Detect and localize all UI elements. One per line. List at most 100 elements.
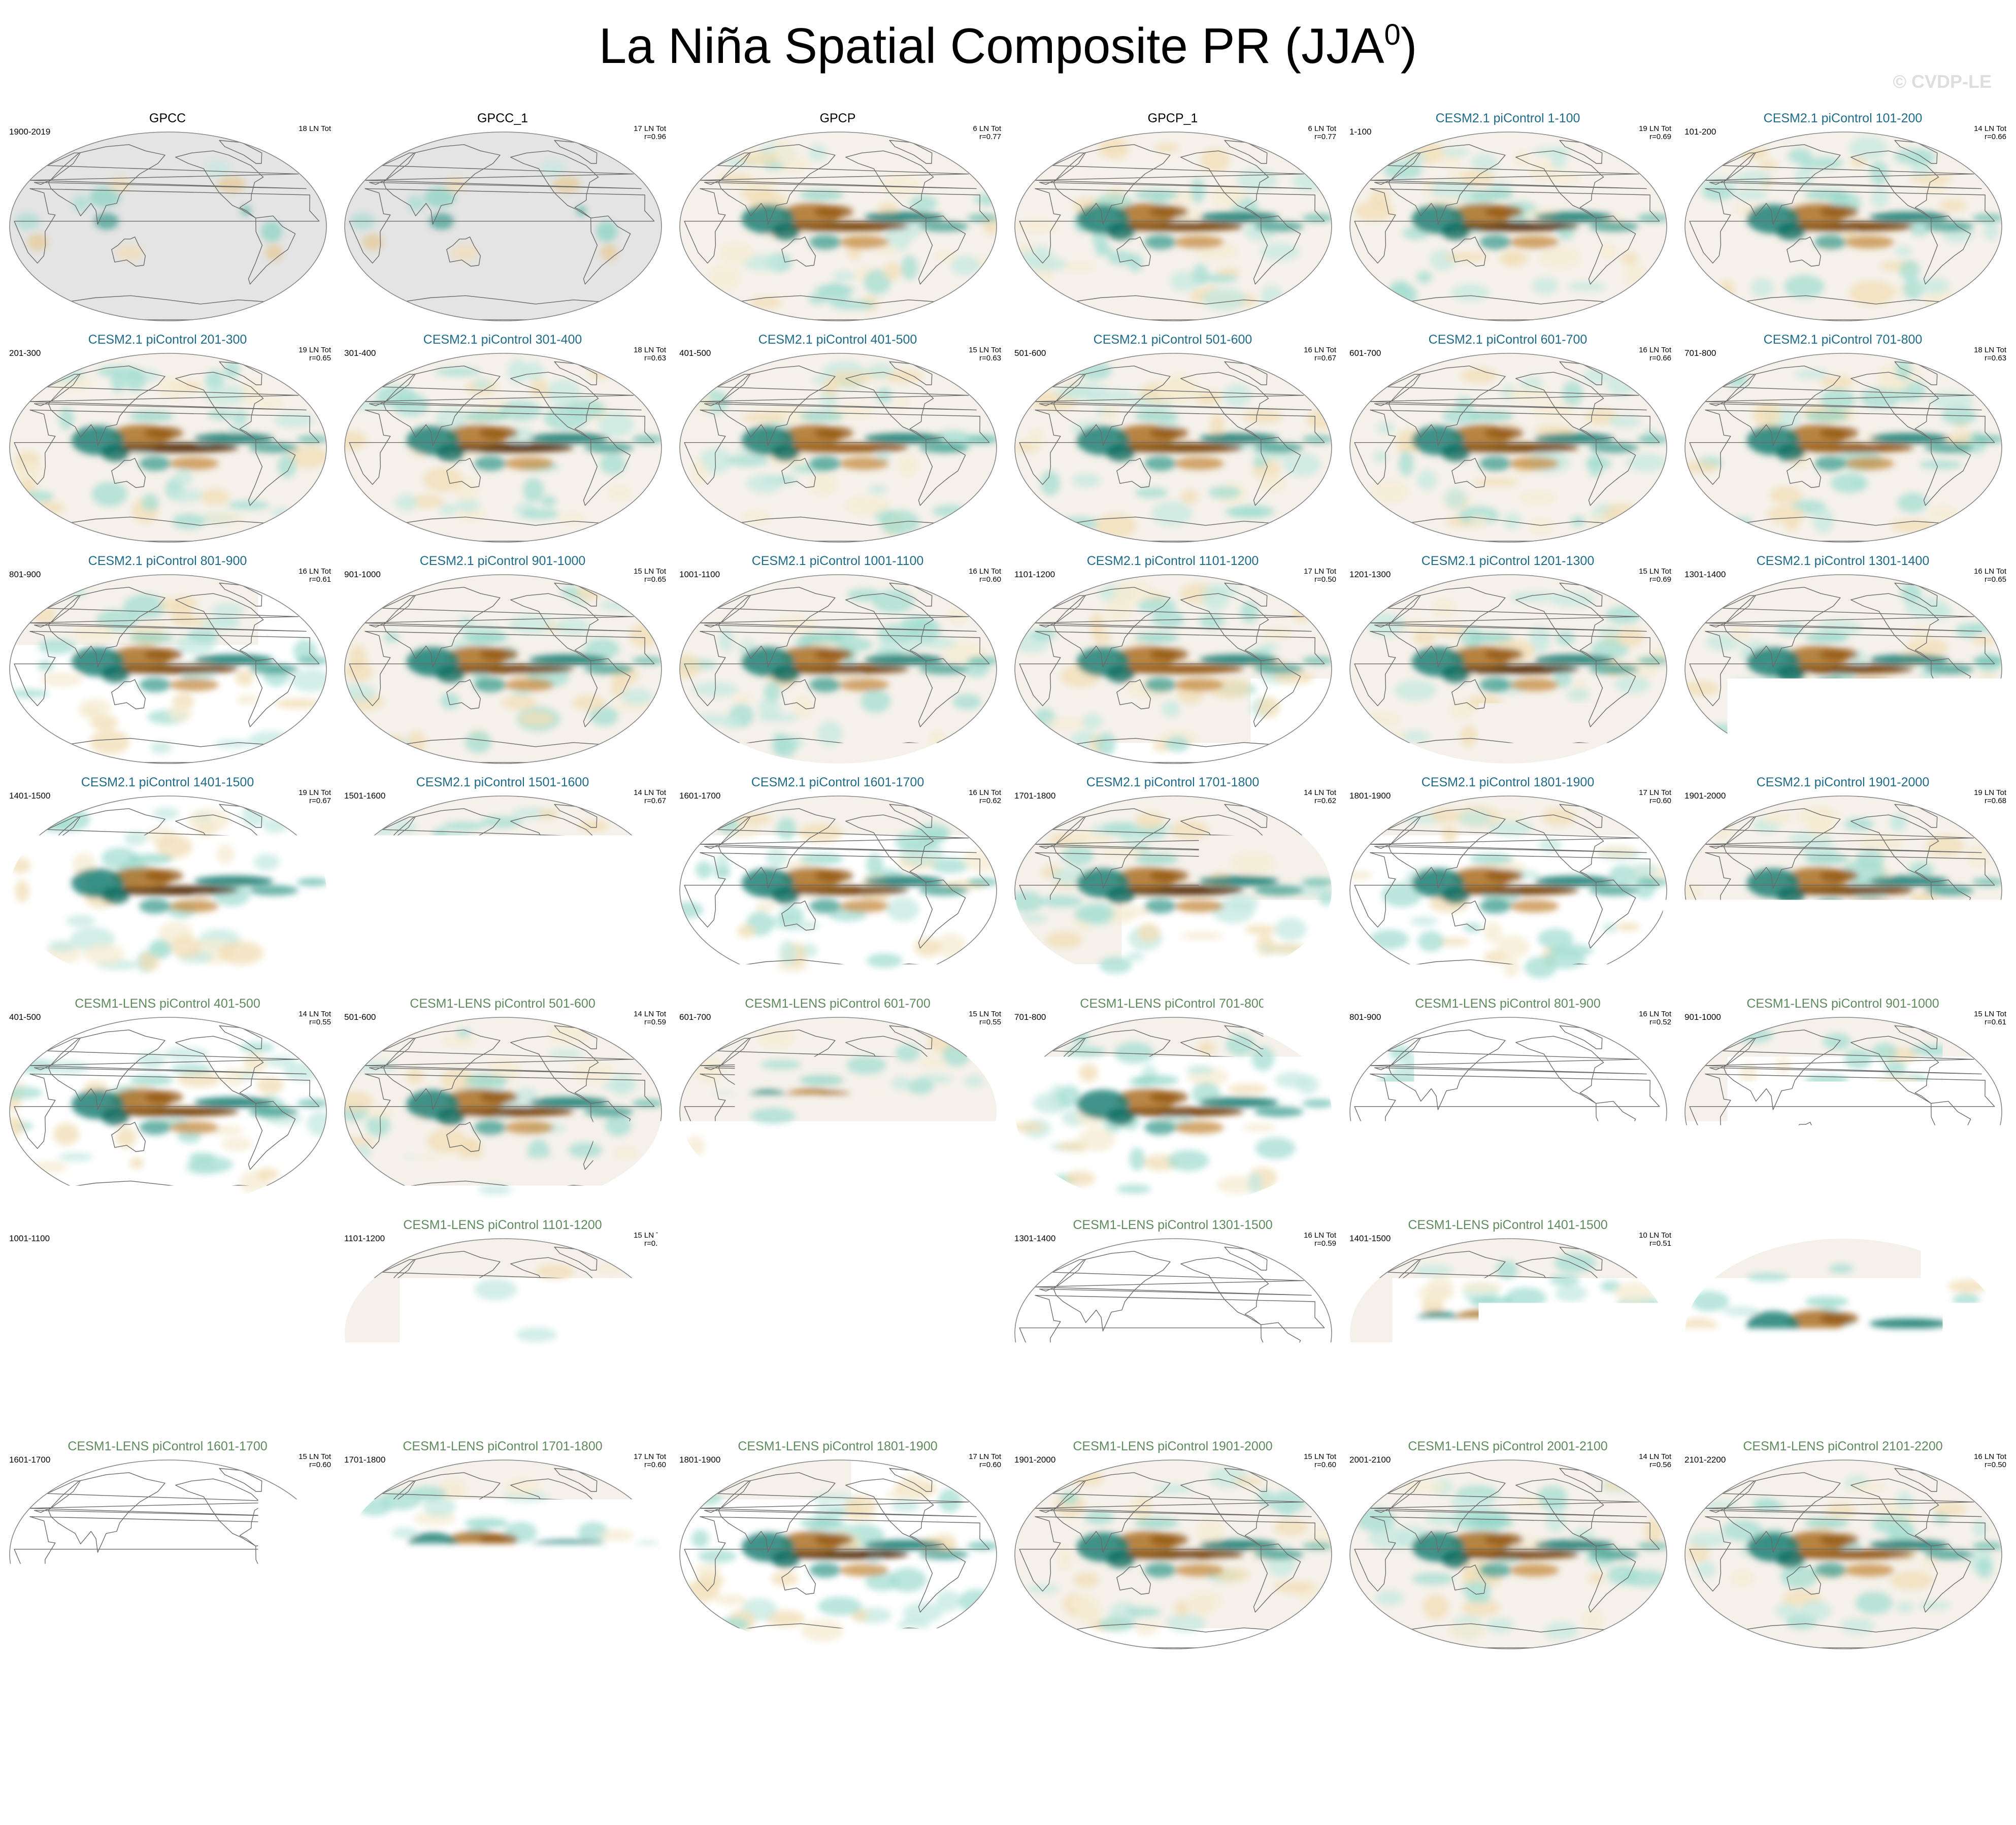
colorbar-bin xyxy=(1155,1689,1230,1722)
anomaly-blob xyxy=(1370,930,1409,949)
anomaly-blob xyxy=(1173,444,1244,451)
panel-years: 1601-1700 xyxy=(9,1455,50,1465)
anomaly-blob xyxy=(788,1380,804,1390)
anomaly-blob xyxy=(1484,1312,1523,1325)
anomaly-blob xyxy=(443,821,485,831)
anomaly-blob xyxy=(1254,1328,1304,1339)
anomaly-blob xyxy=(1254,443,1304,453)
panel-title: CESM2.1 piControl 601-700 xyxy=(1340,332,1675,347)
anomaly-blob xyxy=(903,1602,943,1623)
anomaly-blob xyxy=(235,670,254,686)
anomaly-blob xyxy=(814,648,853,661)
anomaly-blob xyxy=(1590,885,1639,896)
panel-stats: 13 LN Tot r=0.57 xyxy=(299,1232,331,1248)
anomaly-blob xyxy=(58,1509,77,1521)
colorbar-tick-label: -.1 xyxy=(916,1726,954,1762)
anomaly-blob xyxy=(249,885,299,896)
anomaly-blob xyxy=(1474,478,1519,487)
panel-stats: 14 LN Tot r=0.59 xyxy=(634,1010,666,1026)
anomaly-blob xyxy=(897,1143,938,1161)
anomaly-blob xyxy=(1606,606,1641,624)
panel-stats: 16 LN Tot r=0.62 xyxy=(969,789,1001,805)
anomaly-blob xyxy=(144,648,183,661)
anomaly-blob xyxy=(1484,427,1523,440)
anomaly-blob xyxy=(98,1249,142,1260)
anomaly-blob xyxy=(1079,1064,1098,1082)
anomaly-blob xyxy=(242,804,266,826)
anomaly-blob xyxy=(1820,870,1858,882)
panel-years: 501-600 xyxy=(1014,348,1046,358)
panel-years: 401-500 xyxy=(679,348,711,358)
anomaly-blob xyxy=(1144,1120,1176,1135)
anomaly-blob xyxy=(1078,1127,1115,1152)
anomaly-blob xyxy=(458,1161,484,1174)
anomaly-blob xyxy=(838,1551,909,1558)
panel-years: 1001-1100 xyxy=(9,1234,50,1244)
anomaly-blob xyxy=(1795,370,1829,379)
map-panel-plot xyxy=(343,130,663,323)
anomaly-blob xyxy=(1106,445,1134,461)
anomaly-blob xyxy=(1484,1534,1523,1546)
anomaly-blob xyxy=(1510,1564,1559,1577)
anomaly-blob xyxy=(1589,1573,1604,1584)
map-panel: CESM2.1 piControl 301-400 301-400 18 LN To… xyxy=(335,328,670,549)
anomaly-blob xyxy=(1845,1121,1894,1134)
map-panel-plot xyxy=(1348,351,1668,544)
anomaly-blob xyxy=(840,1564,889,1577)
anomaly-blob xyxy=(359,1264,404,1278)
anomaly-blob xyxy=(1173,1551,1244,1558)
anomaly-blob xyxy=(1078,1340,1110,1364)
anomaly-blob xyxy=(1279,1285,1314,1298)
map-panel-plot xyxy=(1013,1458,1333,1651)
anomaly-blob xyxy=(1733,517,1752,526)
anomaly-blob xyxy=(374,1312,412,1328)
anomaly-blob xyxy=(1538,928,1573,949)
colorbar xyxy=(272,1689,1744,1722)
anomaly-blob xyxy=(1767,506,1805,523)
anomaly-blob xyxy=(101,445,129,461)
anomaly-blob xyxy=(29,1277,58,1295)
colorbar-tick-label: -2 xyxy=(552,1726,581,1762)
anomaly-blob xyxy=(766,848,787,868)
anomaly-blob xyxy=(775,616,816,634)
anomaly-blob xyxy=(218,941,263,965)
anomaly-blob xyxy=(431,1290,457,1313)
anomaly-blob xyxy=(153,808,179,819)
panel-event-count: 15 LN Tot xyxy=(299,1453,331,1461)
anomaly-blob xyxy=(838,1108,909,1115)
panel-event-count: 17 LN Tot xyxy=(969,1453,1001,1461)
anomaly-blob xyxy=(1591,1380,1626,1402)
panel-event-count: 15 LN Tot xyxy=(634,1232,666,1240)
anomaly-blob xyxy=(693,1058,723,1082)
panel-event-count: 14 LN Tot xyxy=(634,789,666,797)
panel-title: CESM1-LENS piControl 1701-1800 xyxy=(335,1439,670,1454)
anomaly-blob xyxy=(772,733,787,756)
anomaly-blob xyxy=(101,1109,129,1125)
anomaly-blob xyxy=(101,1551,129,1568)
panel-years: 601-700 xyxy=(1349,348,1381,358)
anomaly-blob xyxy=(381,927,414,943)
anomaly-blob xyxy=(139,456,171,471)
anomaly-blob xyxy=(758,713,799,722)
panel-stats: 16 LN Tot r=0.52 xyxy=(1639,1010,1671,1026)
anomaly-blob xyxy=(192,1296,208,1310)
anomaly-blob xyxy=(237,695,258,705)
panel-pattern-correlation: r=0.59 xyxy=(634,1018,666,1026)
panel-event-count: 15 LN Tot xyxy=(1304,1010,1336,1018)
panel-years: 1401-1500 xyxy=(9,791,50,801)
anomaly-blob xyxy=(1159,1381,1178,1406)
anomaly-blob xyxy=(219,1590,235,1608)
colorbar-tick-label: 0 xyxy=(999,1726,1017,1762)
anomaly-blob xyxy=(1171,821,1209,839)
anomaly-blob xyxy=(1175,457,1224,470)
anomaly-blob xyxy=(1884,1061,1907,1076)
anomaly-blob xyxy=(1814,678,1846,692)
panel-stats: 16 LN Tot r=0.67 xyxy=(1304,346,1336,362)
anomaly-blob xyxy=(527,1369,567,1378)
anomaly-blob xyxy=(101,1330,129,1347)
anomaly-blob xyxy=(1479,678,1511,692)
anomaly-blob xyxy=(39,1369,57,1381)
map-panel: CESM1-LENS piControl 1701-1800 1701-1800 1… xyxy=(335,1435,670,1656)
anomaly-blob xyxy=(474,899,506,914)
map-panel-plot xyxy=(678,1458,998,1651)
